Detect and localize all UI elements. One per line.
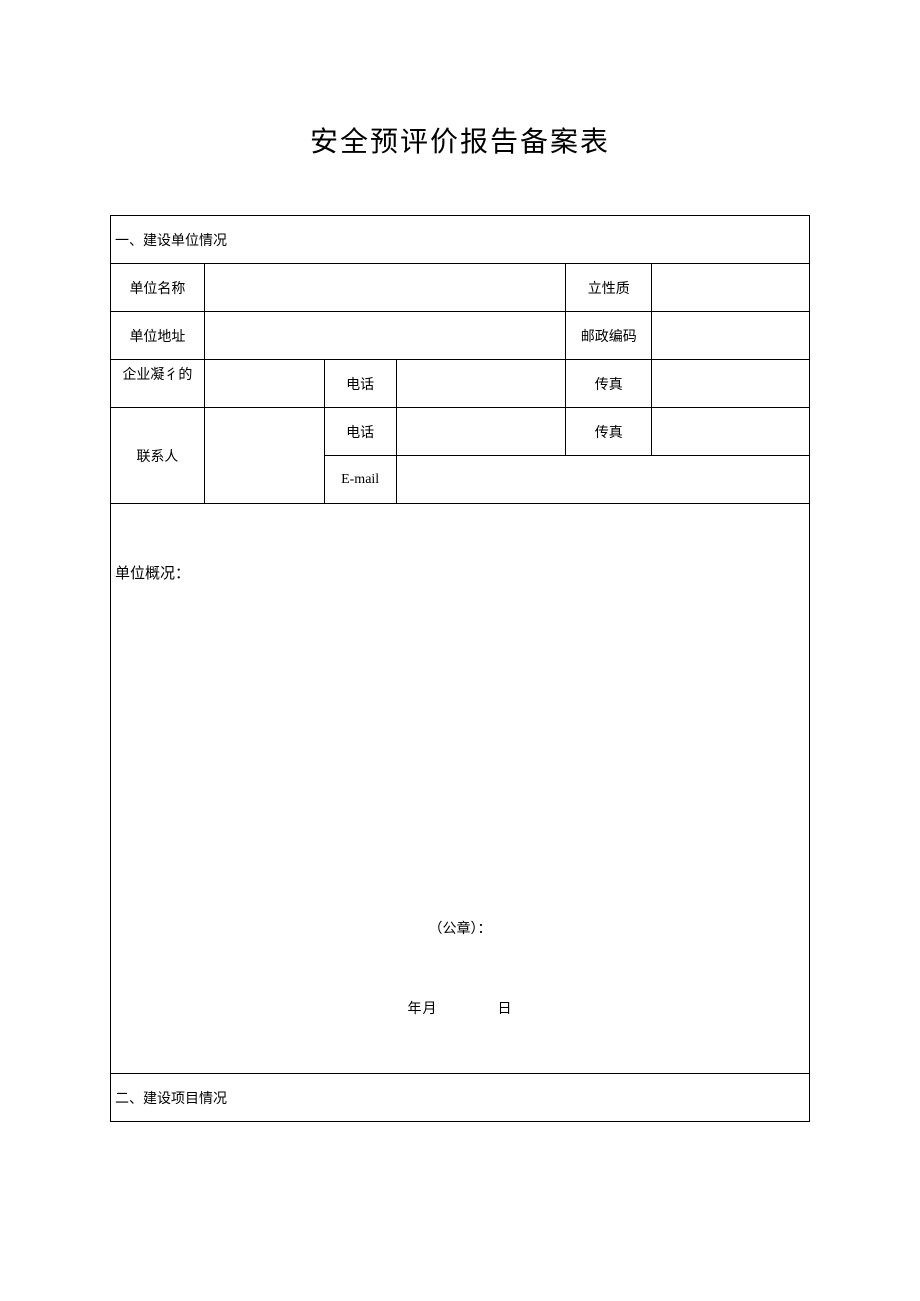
overview-row: 单位概况： （公章）： 年月 日 [111, 504, 810, 1074]
contact-row-1: 联系人 电话 传真 [111, 408, 810, 456]
contact-fax-value[interactable] [652, 408, 810, 456]
stamp-label: （公章）： [111, 918, 809, 938]
contact-fax-label: 传真 [566, 408, 652, 456]
unit-address-label: 单位地址 [111, 312, 205, 360]
contact-phone-value[interactable] [396, 408, 566, 456]
rep-phone-label: 电话 [324, 360, 396, 408]
rep-fax-label: 传真 [566, 360, 652, 408]
unit-name-label: 单位名称 [111, 264, 205, 312]
unit-address-value[interactable] [204, 312, 565, 360]
rep-phone-value[interactable] [396, 360, 566, 408]
date-label: 年月 日 [111, 998, 809, 1018]
rep-fax-value[interactable] [652, 360, 810, 408]
document-title: 安全预评价报告备案表 [0, 120, 920, 160]
unit-name-row: 单位名称 立性质 [111, 264, 810, 312]
contact-phone-label: 电话 [324, 408, 396, 456]
section2-header: 二、建设项目情况 [111, 1074, 810, 1122]
enterprise-rep-value[interactable] [204, 360, 324, 408]
overview-label: 单位概况： [115, 562, 190, 583]
postal-code-value[interactable] [652, 312, 810, 360]
year-month-text: 年月 [408, 1002, 438, 1017]
postal-code-label: 邮政编码 [566, 312, 652, 360]
registration-form-table: 一、建设单位情况 单位名称 立性质 单位地址 邮政编码 企业凝彳的 电话 传真 … [110, 215, 810, 1122]
enterprise-rep-row: 企业凝彳的 电话 传真 [111, 360, 810, 408]
day-text: 日 [498, 1002, 513, 1017]
section1-header-row: 一、建设单位情况 [111, 216, 810, 264]
contact-label: 联系人 [111, 408, 205, 504]
email-label: E-mail [324, 456, 396, 504]
unit-name-value[interactable] [204, 264, 565, 312]
section1-header: 一、建设单位情况 [111, 216, 810, 264]
unit-nature-label: 立性质 [566, 264, 652, 312]
unit-address-row: 单位地址 邮政编码 [111, 312, 810, 360]
unit-nature-value[interactable] [652, 264, 810, 312]
contact-name-value[interactable] [204, 408, 324, 504]
email-value[interactable] [396, 456, 809, 504]
overview-cell[interactable]: 单位概况： （公章）： 年月 日 [111, 504, 810, 1074]
section2-header-row: 二、建设项目情况 [111, 1074, 810, 1122]
enterprise-rep-label: 企业凝彳的 [111, 360, 205, 408]
